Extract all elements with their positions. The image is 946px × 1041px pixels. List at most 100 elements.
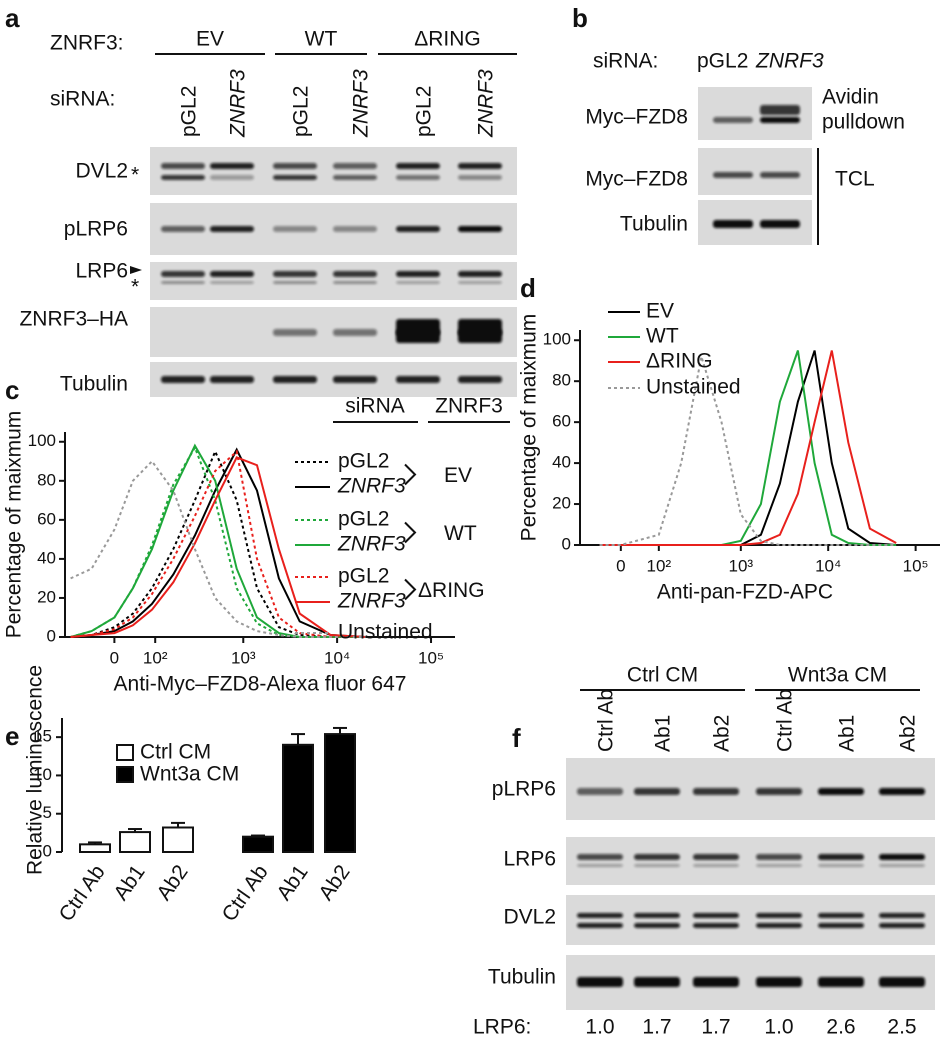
y-tick-label: 15 <box>33 727 52 746</box>
lane-label: Ab1 <box>652 715 675 752</box>
panel-letter: f <box>512 723 521 753</box>
band <box>634 923 680 928</box>
band <box>458 376 502 383</box>
band <box>760 117 800 123</box>
y-tick-label: 10 <box>33 765 52 784</box>
band <box>634 854 680 860</box>
x-tick-label: 10⁴ <box>324 648 350 667</box>
lane-label: pGL2 <box>178 86 201 137</box>
bar <box>162 826 194 853</box>
label: siRNA: <box>593 50 658 73</box>
x-tick-label: 10³ <box>231 648 256 667</box>
band <box>634 977 680 987</box>
legend-label: ZNRF3 <box>337 533 406 556</box>
x-tick-label: Ab1 <box>272 861 312 905</box>
label: ZNRF3: <box>50 32 124 55</box>
band <box>396 175 440 180</box>
band <box>693 864 739 867</box>
band <box>396 163 440 169</box>
series-line <box>599 356 897 546</box>
lane-label: pGL2 <box>697 50 748 73</box>
band <box>333 271 377 277</box>
band <box>760 172 800 178</box>
band <box>634 864 680 867</box>
legend-brace <box>404 463 417 486</box>
band <box>693 923 739 928</box>
y-axis-label: Percentage of maixmum <box>3 411 26 639</box>
band <box>333 175 377 180</box>
band <box>273 175 317 180</box>
quant-value: 2.5 <box>887 1016 916 1039</box>
band <box>396 281 440 284</box>
band <box>634 788 680 795</box>
lane-label: ZNRF3 <box>475 69 498 138</box>
y-tick-label: 0 <box>562 534 571 553</box>
legend-label: Unstained <box>646 376 741 399</box>
band <box>818 854 864 860</box>
band <box>577 864 623 867</box>
blot-label: Tubulin <box>620 213 688 236</box>
band <box>161 226 205 232</box>
bar <box>79 843 111 853</box>
y-tick-label: 60 <box>552 412 571 431</box>
band <box>577 923 623 928</box>
band <box>577 788 623 795</box>
lane-label: ZNRF3 <box>227 69 250 138</box>
quant-value: 1.0 <box>585 1016 614 1039</box>
blot-label: DVL2 <box>503 906 556 929</box>
lane-label: Ctrl Ab <box>595 689 618 752</box>
band <box>161 175 205 180</box>
quant-value: 1.7 <box>701 1016 730 1039</box>
quant-value: 2.6 <box>826 1016 855 1039</box>
legend-swatch <box>116 766 134 783</box>
legend-label: pGL2 <box>338 508 389 531</box>
y-axis-label: Percentage of maixmum <box>518 314 541 542</box>
x-tick-label: 10⁵ <box>418 648 444 667</box>
band <box>713 117 753 123</box>
lane-label: Ab2 <box>711 715 734 752</box>
lane-label: pGL2 <box>290 86 313 137</box>
lane-label: Ab2 <box>897 715 920 752</box>
x-tick-label: 10⁵ <box>903 556 929 575</box>
band <box>210 163 254 169</box>
legend-label: pGL2 <box>338 450 389 473</box>
x-tick-label: 10² <box>647 556 672 575</box>
x-tick-label: 10² <box>143 648 168 667</box>
bar <box>119 831 151 854</box>
band <box>577 913 623 918</box>
lane-label: ZNRF3 <box>755 50 824 73</box>
label: LRP6: <box>473 1016 531 1039</box>
blot-label: ZNRF3–HA <box>19 308 128 331</box>
blot-label: Tubulin <box>60 373 128 396</box>
series-line <box>599 350 897 546</box>
band <box>333 376 377 383</box>
legend-brace <box>404 521 417 544</box>
band <box>210 271 254 277</box>
lane-label: Ctrl Ab <box>774 689 797 752</box>
band <box>161 376 205 383</box>
blot-label: Myc–FZD8 <box>585 106 688 129</box>
bar <box>282 743 314 853</box>
band <box>333 226 377 232</box>
band <box>333 163 377 169</box>
label: pulldown <box>822 111 905 134</box>
series-line <box>70 459 366 638</box>
y-tick-label: 80 <box>552 371 571 390</box>
band <box>879 923 925 928</box>
y-tick-label: 0 <box>47 626 56 645</box>
band <box>818 788 864 795</box>
band <box>879 977 925 987</box>
blot-strip <box>698 148 812 195</box>
legend-label: ΔRING <box>646 350 713 373</box>
band <box>210 175 254 180</box>
group-label: Wnt3a CM <box>788 664 887 687</box>
band <box>333 281 377 284</box>
x-axis-label: Anti-Myc–FZD8-Alexa fluor 647 <box>114 673 407 696</box>
x-tick-label: 10³ <box>729 556 754 575</box>
group-label: ΔRING <box>414 28 481 51</box>
band <box>396 271 440 277</box>
band <box>879 864 925 867</box>
blot-label: LRP6 <box>75 260 128 283</box>
band <box>818 864 864 867</box>
